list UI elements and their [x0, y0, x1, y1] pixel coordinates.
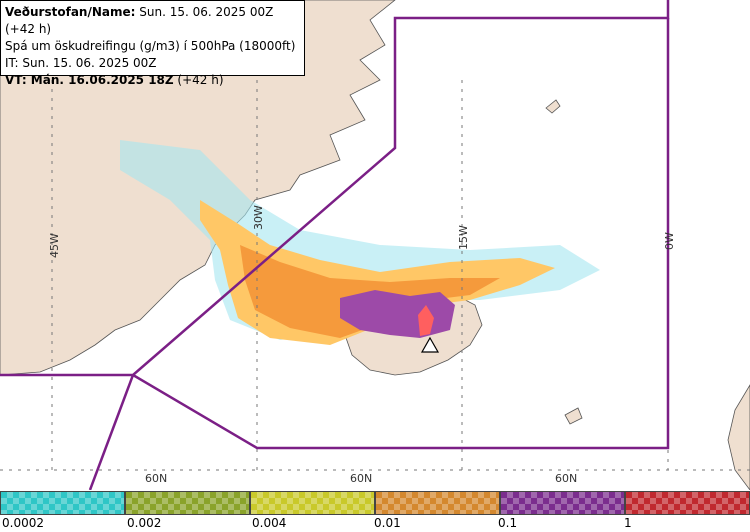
info-line-4: VT: Mán. 16.06.2025 18Z (+42 h) — [5, 72, 300, 89]
lat-label-a: 60N — [145, 472, 167, 485]
legend-tick-3: 0.01 — [374, 516, 401, 530]
info-agency-label: Veðurstofan/Name: — [5, 5, 136, 19]
info-valid-time: VT: Mán. 16.06.2025 18Z — [5, 73, 174, 87]
color-scale-legend: 0.0002 0.002 0.004 0.01 0.1 1 — [0, 490, 750, 532]
legend-swatch-4 — [375, 491, 500, 515]
ash-plume — [120, 140, 600, 345]
fir-boundary — [0, 0, 670, 490]
legend-swatch-6 — [625, 491, 750, 515]
legend-tick-2: 0.004 — [252, 516, 287, 530]
forecast-info-box: Veðurstofan/Name: Sun. 15. 06. 2025 00Z … — [0, 0, 305, 87]
island-south — [564, 407, 583, 425]
lon-label-15w: 15W — [457, 225, 470, 250]
ash-forecast-map: 45W 30W 15W 0W 60N 60N 60N — [0, 0, 750, 490]
lon-label-30w: 30W — [252, 205, 265, 230]
legend-tick-5: 1 — [624, 516, 632, 530]
lat-label-c: 60N — [555, 472, 577, 485]
island-northeast — [545, 99, 561, 114]
legend-tick-1: 0.002 — [127, 516, 162, 530]
lon-label-0w: 0W — [663, 232, 676, 250]
info-lead-time: (+42 h) — [173, 73, 224, 87]
legend-swatch-5 — [500, 491, 625, 515]
scandinavia-coast — [727, 384, 750, 490]
info-line-2: Spá um öskudreifingu (g/m3) í 500hPa (18… — [5, 39, 296, 53]
legend-swatch-2 — [125, 491, 250, 515]
volcano-marker-icon — [420, 336, 440, 353]
legend-swatch-3 — [250, 491, 375, 515]
legend-swatch-1 — [0, 491, 125, 515]
info-run-time: Sun. 15. 06. 2025 00Z (+42 h) — [5, 5, 274, 36]
legend-tick-4: 0.1 — [498, 516, 518, 530]
info-line-1: Veðurstofan/Name: Sun. 15. 06. 2025 00Z … — [5, 4, 300, 38]
legend-tick-0: 0.0002 — [2, 516, 44, 530]
lat-label-b: 60N — [350, 472, 372, 485]
info-line-3: IT: Sun. 15. 06. 2025 00Z — [5, 56, 157, 70]
lon-label-45w: 45W — [48, 233, 61, 258]
